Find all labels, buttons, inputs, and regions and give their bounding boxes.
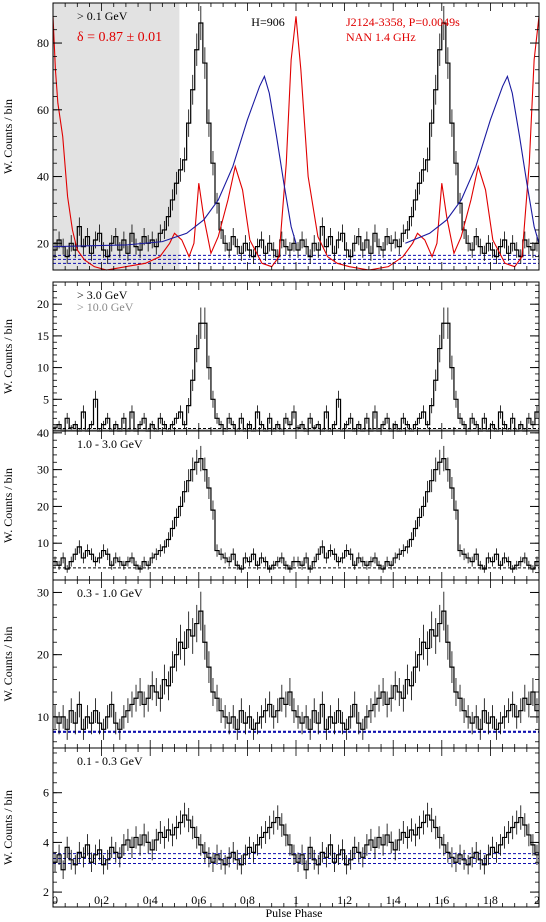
- y-tick-label: 10: [37, 361, 49, 375]
- shaded-region: [53, 3, 180, 270]
- x-tick-label: 0.2: [94, 893, 109, 907]
- histogram-step-line: [53, 322, 539, 432]
- histogram: [53, 445, 539, 573]
- y-tick-label: 2: [43, 885, 49, 899]
- x-axis-title: Pulse Phase: [266, 906, 323, 920]
- y-axis-title: W. Counts / bin: [1, 99, 15, 174]
- x-tick-label: 1.8: [483, 893, 498, 907]
- y-tick-label: 20: [37, 236, 49, 250]
- histogram-step-line: [53, 610, 539, 730]
- energy-label: > 0.1 GeV: [77, 9, 128, 23]
- y-tick-label: 30: [37, 463, 49, 477]
- y-tick-label: 20: [37, 297, 49, 311]
- y-tick-label: 10: [37, 536, 49, 550]
- secondary-energy-label: > 10.0 GeV: [77, 300, 134, 314]
- y-tick-label: 40: [37, 170, 49, 184]
- x-tick-label: 0: [52, 893, 58, 907]
- histogram: [53, 6, 539, 264]
- x-tick-label: 1: [293, 893, 299, 907]
- y-tick-label: 30: [37, 585, 49, 599]
- y-tick-label: 40: [37, 426, 49, 440]
- y-axis-title: W. Counts / bin: [1, 468, 15, 543]
- panel-frame: [52, 747, 540, 908]
- y-tick-label: 4: [43, 835, 49, 849]
- y-tick-label: 20: [37, 648, 49, 662]
- panel-frame: [52, 579, 540, 749]
- panel-5: 2 4 6 W. Counts / bin 0.1 - 0.3 GeV: [1, 747, 540, 908]
- panel-2: 5 10 15 20 W. Counts / bin > 3.0 GeV> 10.0 Ge…: [1, 281, 540, 432]
- energy-label: > 3.0 GeV: [77, 288, 128, 302]
- h-test-label: H=906: [251, 15, 284, 29]
- y-tick-label: 5: [43, 392, 49, 406]
- x-tick-label: 0.8: [240, 893, 255, 907]
- energy-label: 0.3 - 1.0 GeV: [77, 586, 143, 600]
- histogram: [53, 307, 539, 432]
- y-axis-title: W. Counts / bin: [1, 319, 15, 394]
- y-tick-label: 80: [37, 36, 49, 50]
- x-tick-label: 1.2: [337, 893, 352, 907]
- y-tick-label: 60: [37, 103, 49, 117]
- y-axis-title: W. Counts / bin: [1, 627, 15, 702]
- histogram: [53, 591, 539, 740]
- y-tick-label: 6: [43, 786, 49, 800]
- x-tick-label: 1.4: [386, 893, 401, 907]
- spectral-index-label: δ = 0.87 ± 0.01: [77, 30, 162, 45]
- panel-4: 10 20 30 W. Counts / bin 0.3 - 1.0 GeV: [1, 579, 540, 749]
- source-label: J2124-3358, P=0.0049s: [346, 15, 460, 29]
- panel-1: 20 40 60 80 W. Counts / bin > 0.1 GeV δ = 0.87…: [1, 2, 540, 271]
- histogram: [53, 802, 539, 880]
- y-axis-title: W. Counts / bin: [1, 790, 15, 865]
- panel-3: 10 20 30 40 W. Counts / bin 1.0 - 3.0 GeV: [1, 426, 540, 581]
- y-tick-label: 20: [37, 499, 49, 513]
- energy-label: 1.0 - 3.0 GeV: [77, 437, 143, 451]
- radio-label: NAN 1.4 GHz: [346, 30, 416, 44]
- fit-curve: [405, 74, 540, 244]
- x-tick-label: 2: [534, 893, 540, 907]
- x-tick-label: 0.4: [143, 893, 158, 907]
- energy-label: 0.1 - 0.3 GeV: [77, 754, 143, 768]
- fit-curve: [52, 74, 297, 248]
- x-axis: 0 0.2 0.4 0.6 0.8 1 1.2 1.4 1.6 1.8 2: [52, 893, 540, 907]
- histogram-step-line: [53, 814, 539, 871]
- y-tick-label: 15: [37, 329, 49, 343]
- x-tick-label: 0.6: [191, 893, 206, 907]
- y-tick-label: 10: [37, 710, 49, 724]
- x-tick-label: 1.6: [434, 893, 449, 907]
- histogram-step-line: [53, 457, 539, 570]
- radio-profile-curve: [52, 16, 540, 271]
